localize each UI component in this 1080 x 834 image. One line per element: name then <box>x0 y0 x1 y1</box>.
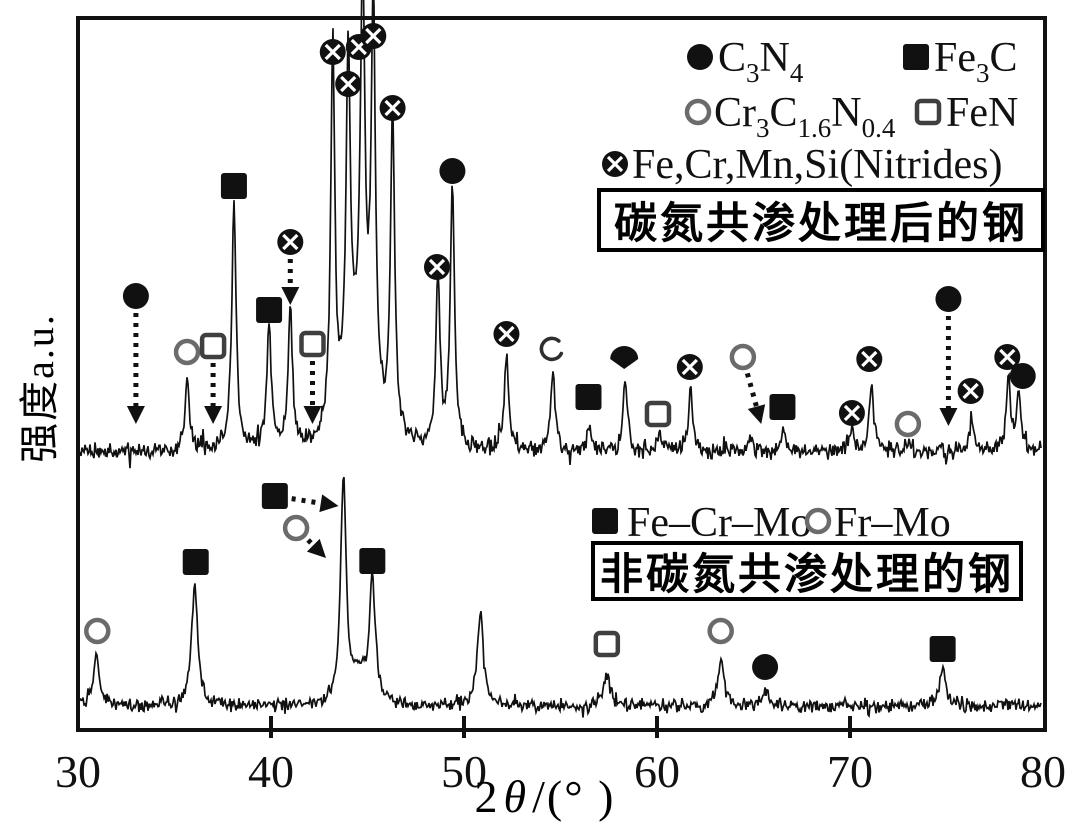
circle-x-icon <box>994 344 1021 370</box>
open-circle-icon <box>804 507 832 535</box>
filled-square-icon <box>903 44 929 70</box>
dotted-arrow <box>744 372 766 424</box>
circle-x-icon <box>957 378 984 404</box>
circle-x-icon <box>602 151 628 177</box>
legend-label: Fe,Cr,Mn,Si(Nitrides) <box>632 142 1002 188</box>
filled-square-icon <box>769 394 796 420</box>
series-label-box-non-carbonitrided: 非碳氮共渗处理的钢 <box>591 541 1023 601</box>
filled-circle-icon <box>752 654 779 680</box>
filled-square-icon <box>359 548 386 574</box>
dotted-arrow <box>306 538 327 558</box>
circle-x-icon <box>856 346 883 372</box>
dotted-arrow <box>281 259 300 305</box>
dotted-arrow <box>291 494 339 513</box>
circle-x-icon <box>319 39 346 65</box>
open-square-icon <box>199 332 227 360</box>
broken-circle-icon <box>539 336 564 362</box>
open-circle-icon <box>173 338 201 366</box>
legend-label: C3N4 <box>718 35 804 88</box>
x-axis-label-theta: θ <box>503 771 529 822</box>
series-label-box-carbonitrided: 碳氮共渗处理后的钢 <box>597 188 1045 252</box>
filled-square-icon <box>182 549 209 575</box>
filled-square-icon <box>220 173 247 199</box>
filled-square-icon <box>256 297 283 323</box>
filled-circle-icon <box>1009 363 1036 389</box>
open-circle-icon <box>84 617 111 645</box>
trace-carbonitrided <box>79 0 1042 469</box>
dotted-arrow <box>303 361 322 424</box>
x-tick-label: 30 <box>55 746 101 797</box>
legend-label: Fe–Cr–Mo <box>627 500 811 546</box>
open-square-icon <box>914 98 942 126</box>
open-circle-icon <box>729 343 757 371</box>
circle-x-icon <box>335 71 362 97</box>
x-axis-label-post: /(° ) <box>532 771 616 822</box>
x-tick-label: 50 <box>441 746 487 797</box>
circle-x-icon <box>676 354 703 380</box>
circle-x-icon <box>423 254 450 280</box>
filled-circle-icon <box>687 44 713 70</box>
x-tick-label: 60 <box>634 746 680 797</box>
open-circle-icon <box>707 617 734 645</box>
open-square-icon <box>644 400 672 428</box>
y-axis-label: 强度a.u. <box>17 313 62 463</box>
filled-square-icon <box>592 508 618 534</box>
x-tick-label: 40 <box>248 746 294 797</box>
open-circle-icon <box>282 514 310 542</box>
circle-x-icon <box>277 229 304 255</box>
plot-frame <box>76 16 1047 732</box>
filled-square-icon <box>929 636 956 662</box>
x-tick-label: 70 <box>827 746 873 797</box>
legend-label: Fe3C <box>934 35 1018 88</box>
trace-non-carbonitrided <box>79 476 1042 719</box>
open-circle-icon <box>684 98 712 126</box>
filled-circle-icon <box>122 283 149 309</box>
filled-circle-icon <box>439 158 466 184</box>
x-tick-label: 80 <box>1020 746 1066 797</box>
circle-x-icon <box>379 95 406 121</box>
open-square-icon <box>593 630 621 658</box>
legend-label: Fr–Mo <box>834 500 951 546</box>
filled-square-icon <box>575 384 602 410</box>
open-square-icon <box>299 330 326 358</box>
half-circle-icon <box>610 346 639 369</box>
filled-square-icon <box>261 483 288 509</box>
dotted-arrow <box>939 316 958 426</box>
x-axis-label-pre: 2 <box>474 771 500 822</box>
legend-label: Cr3C1.6N0.4 <box>714 90 896 143</box>
open-circle-icon <box>894 410 922 438</box>
filled-circle-icon <box>935 286 962 312</box>
circle-x-icon <box>838 400 865 426</box>
circle-x-icon <box>360 23 387 49</box>
x-axis-label: 2θ/(° ) <box>475 770 616 823</box>
dotted-arrow <box>204 363 223 424</box>
dotted-arrow <box>126 313 145 424</box>
circle-x-icon <box>493 321 520 347</box>
legend-label: FeN <box>946 90 1018 136</box>
